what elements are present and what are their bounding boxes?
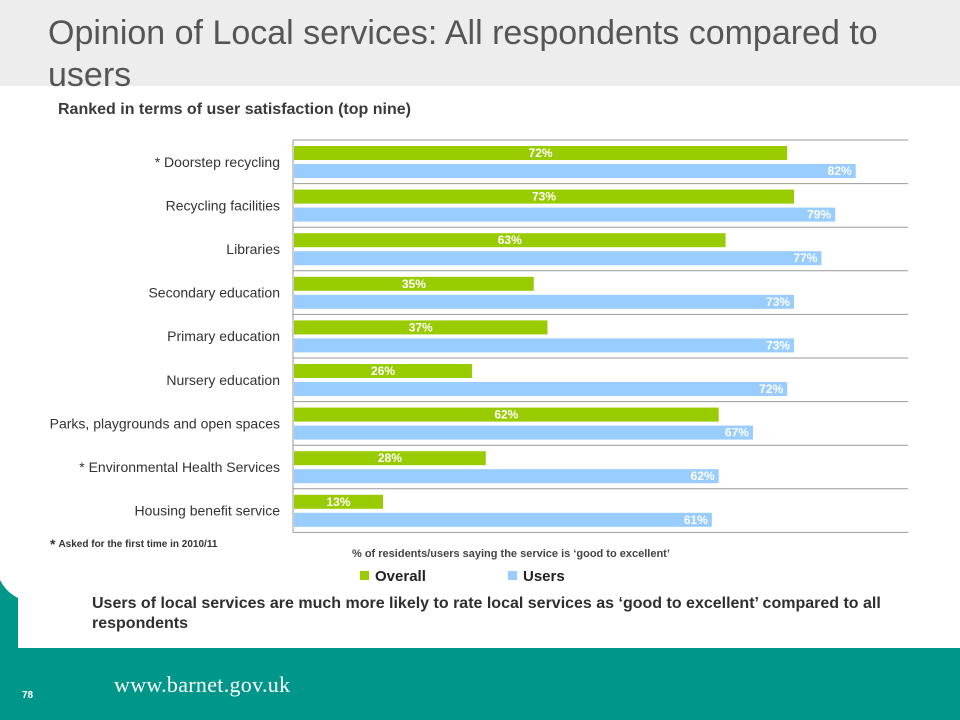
bar-users (294, 469, 719, 484)
data-label-users: 77% (793, 251, 817, 265)
data-label-users: 73% (766, 295, 790, 309)
bar-overall (294, 146, 788, 160)
bar-overall (294, 320, 548, 335)
title-band (0, 0, 960, 86)
bar-overall (294, 407, 719, 422)
data-label-users: 79% (807, 208, 831, 222)
data-label-overall: 35% (402, 277, 426, 291)
bar-users (294, 382, 788, 396)
bar-users (294, 338, 795, 353)
bar-overall (294, 233, 726, 248)
legend-label-users: Users (523, 568, 565, 585)
bar-overall (294, 189, 795, 204)
bar-overall (294, 364, 473, 378)
bar-users (294, 294, 795, 309)
page-number: 78 (22, 690, 34, 701)
bar-chart: * Doorstep recycling 72% 82% Recycling faci… (50, 139, 908, 533)
bar-overall (294, 451, 486, 466)
footnote-star: * (50, 536, 56, 552)
website-url: www.barnet.gov.uk (114, 672, 291, 697)
bar-users (294, 164, 856, 178)
bar-users (294, 425, 753, 440)
category-label: Recycling facilities (166, 197, 280, 213)
chart-subtitle: Ranked in terms of user satisfaction (to… (58, 101, 411, 118)
bar-users (294, 251, 822, 266)
data-label-users: 73% (766, 338, 790, 352)
category-label: Libraries (226, 241, 280, 257)
footnote-text: Asked for the first time in 2010/11 (58, 539, 218, 550)
category-label: * Doorstep recycling (155, 154, 280, 170)
legend-item-users: Users (508, 568, 565, 585)
category-label: * Environmental Health Services (79, 459, 280, 475)
legend-swatch-users (508, 571, 517, 580)
data-label-users: 62% (691, 469, 715, 483)
bar-overall (294, 494, 384, 509)
data-label-overall: 28% (378, 451, 402, 465)
data-label-overall: 72% (529, 146, 553, 160)
data-label-overall: 62% (494, 408, 518, 422)
data-label-users: 72% (759, 382, 783, 396)
bar-overall (294, 276, 534, 291)
category-label: Secondary education (148, 285, 280, 301)
bar-users (294, 207, 836, 222)
x-axis-label: % of residents/users saying the service … (352, 548, 670, 560)
summary-caption: Users of local services are much more li… (92, 595, 881, 632)
footnote: * Asked for the first time in 2010/11 (50, 536, 217, 552)
legend-item-overall: Overall (360, 568, 426, 585)
data-label-users: 82% (828, 164, 852, 178)
category-label: Nursery education (166, 372, 280, 388)
page-title: Opinion of Local services: All responden… (48, 14, 878, 94)
data-label-overall: 13% (327, 495, 351, 509)
category-label: Primary education (167, 328, 280, 344)
footer-band (0, 648, 960, 720)
legend-label-overall: Overall (375, 568, 426, 585)
data-label-overall: 73% (532, 190, 556, 204)
category-label: Parks, playgrounds and open spaces (50, 415, 280, 431)
data-label-overall: 37% (409, 320, 433, 334)
bar-users (294, 512, 712, 527)
legend-swatch-overall (360, 571, 369, 580)
data-label-overall: 26% (371, 364, 395, 378)
data-label-overall: 63% (498, 233, 522, 247)
category-label: Housing benefit service (134, 503, 280, 519)
data-label-users: 67% (725, 426, 749, 440)
data-label-users: 61% (684, 513, 708, 527)
